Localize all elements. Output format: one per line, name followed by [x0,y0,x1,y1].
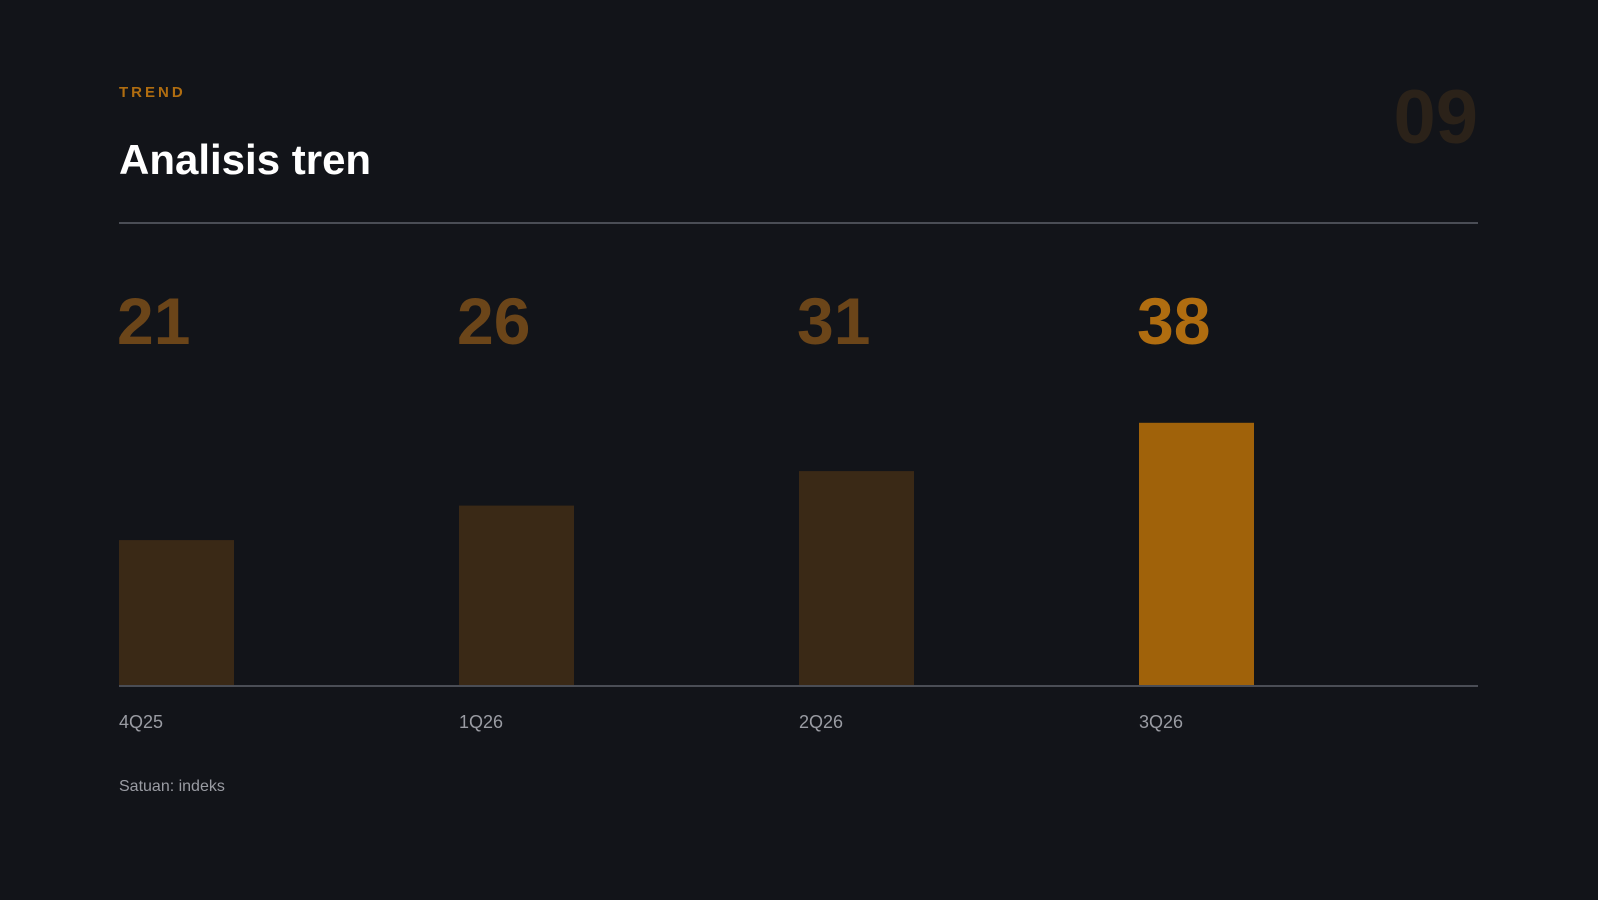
bar [799,471,914,685]
bar [459,505,574,685]
value-label: 26 [457,284,530,358]
unit-note: Satuan: indeks [119,778,225,795]
x-tick-label: 2Q26 [799,712,843,732]
bar [119,540,234,685]
x-tick-label: 3Q26 [1139,712,1183,732]
x-tick-label: 1Q26 [459,712,503,732]
value-label: 21 [117,284,190,358]
bar [1139,422,1254,685]
value-label: 31 [797,284,870,358]
eyebrow: TREND [119,84,186,101]
value-label: 38 [1137,284,1210,358]
x-tick-label: 4Q25 [119,712,163,732]
chart-title: Analisis tren [119,136,371,183]
page-number: 09 [1393,75,1478,160]
